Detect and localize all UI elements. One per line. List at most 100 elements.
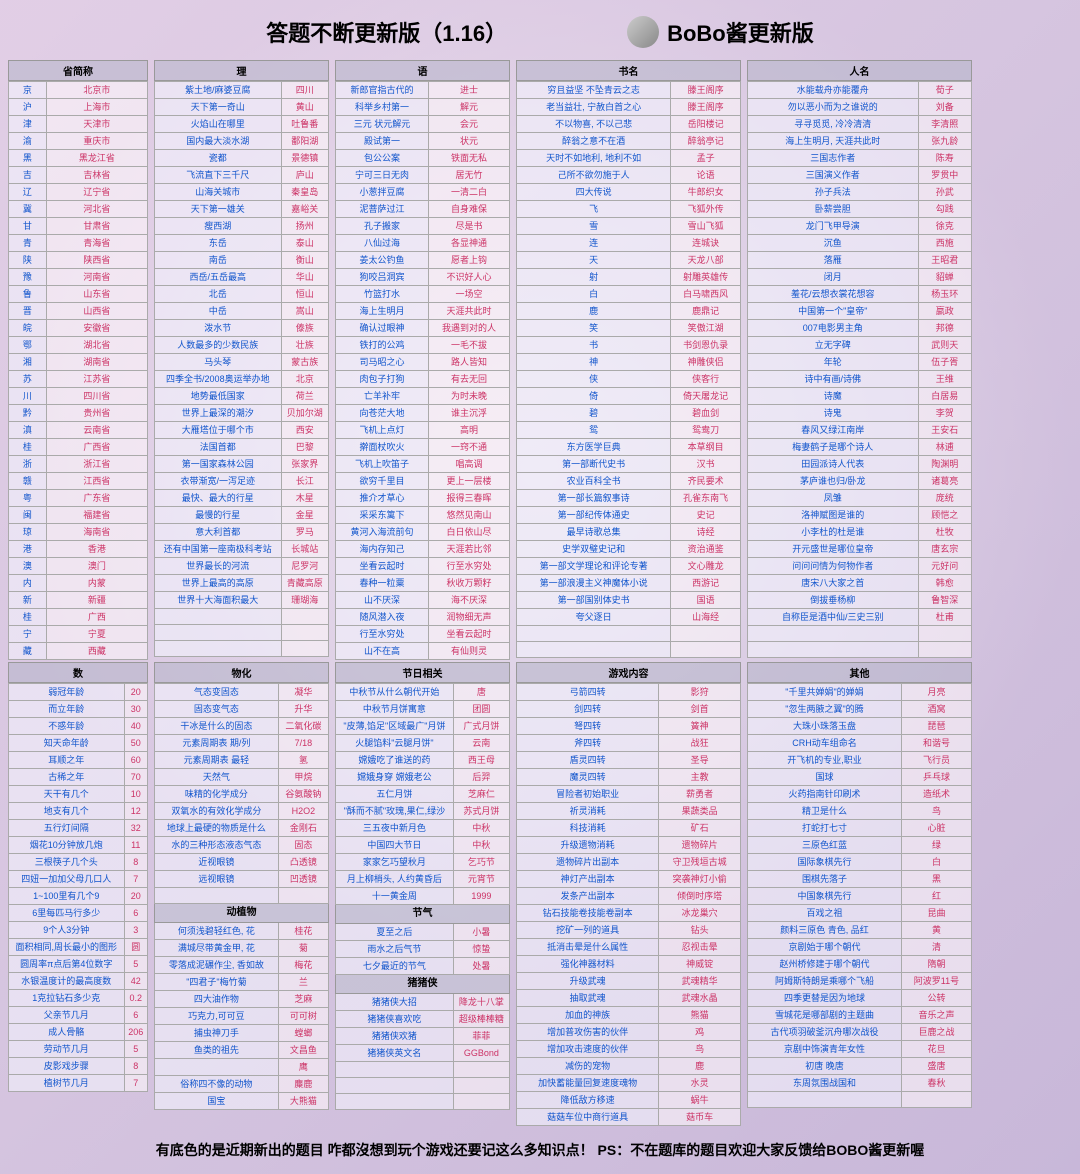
table-row: 铁打的公鸡一毛不拔 bbox=[336, 337, 510, 354]
table-row: 弓箭四转影狩 bbox=[517, 684, 741, 701]
table-row: 古代项羽破釜沉舟哪次战役巨鹿之战 bbox=[748, 1024, 972, 1041]
cell-val: 白日依山尽 bbox=[428, 524, 509, 541]
cell-key: 赣 bbox=[9, 473, 47, 490]
cell-val: 解元 bbox=[428, 99, 509, 116]
table-row: 茅庐谁也归/卧龙诸葛亮 bbox=[748, 473, 972, 490]
cell-key: 盾灵四转 bbox=[517, 752, 659, 769]
table-row: 紫土地/麻婆豆腐四川 bbox=[155, 82, 329, 99]
cell-val: 会元 bbox=[428, 116, 509, 133]
cell-key: 洛神赋图是谁的 bbox=[748, 507, 919, 524]
cell-val: 谁主沉浮 bbox=[428, 405, 509, 422]
table-row bbox=[336, 1078, 510, 1094]
cell-val: 鸟 bbox=[659, 1041, 741, 1058]
cell-key: 司马昭之心 bbox=[336, 354, 429, 371]
cell-val: 20 bbox=[124, 684, 147, 701]
cell-key: 小葱拌豆腐 bbox=[336, 184, 429, 201]
cell-val: 浙江省 bbox=[46, 456, 147, 473]
cell-val: 林逋 bbox=[918, 439, 971, 456]
cell-key: 新 bbox=[9, 592, 47, 609]
cell-key: 澳 bbox=[9, 558, 47, 575]
table-row: 坐看云起时行至水穷处 bbox=[336, 558, 510, 575]
cell-key: 开飞机的专业,职业 bbox=[748, 752, 902, 769]
cell-val: 武魂水晶 bbox=[659, 990, 741, 1007]
table-row: 苏江苏省 bbox=[9, 371, 148, 388]
cell-val: 升华 bbox=[278, 701, 328, 718]
cell-val: 11 bbox=[124, 837, 147, 854]
cell-key: 豫 bbox=[9, 269, 47, 286]
cell-val: 螳螂 bbox=[278, 1025, 328, 1042]
cell-key: 冀 bbox=[9, 201, 47, 218]
cell-key: 皖 bbox=[9, 320, 47, 337]
table-row: 火腿馅料"云腿月饼"云南 bbox=[336, 735, 510, 752]
cell-key: 抵消击晕是什么属性 bbox=[517, 939, 659, 956]
cell-key: 确认过眼神 bbox=[336, 320, 429, 337]
table-row: 向苍茫大地谁主沉浮 bbox=[336, 405, 510, 422]
table-row: 挖矿一列的道具钻头 bbox=[517, 922, 741, 939]
cell-val: 杜牧 bbox=[918, 524, 971, 541]
table-row: 三元 状元解元会元 bbox=[336, 116, 510, 133]
cell-val: 西藏 bbox=[46, 643, 147, 660]
cell-key: 而立年龄 bbox=[9, 701, 125, 718]
table-row bbox=[155, 625, 329, 641]
cell-key bbox=[155, 625, 282, 641]
cell-val: 圆 bbox=[124, 939, 147, 956]
cell-val: 诸葛亮 bbox=[918, 473, 971, 490]
cell-val: 菊 bbox=[278, 940, 328, 957]
cell-key: 孙子兵法 bbox=[748, 184, 919, 201]
cell-val: 黑 bbox=[901, 871, 971, 888]
table-row: 神神雕侠侣 bbox=[517, 354, 741, 371]
section-block: 节日相关中秋节从什么朝代开始唐中秋节月饼寓意团圆"皮薄,馅足"区域最广"月饼广式… bbox=[335, 662, 510, 1126]
table-row: 三根筷子几个头8 bbox=[9, 854, 148, 871]
cell-key: 碧 bbox=[517, 405, 671, 422]
table-row: 沪上海市 bbox=[9, 99, 148, 116]
cell-key bbox=[336, 1078, 454, 1094]
cell-val: 熊猫 bbox=[659, 1007, 741, 1024]
cell-key: 孔子搬家 bbox=[336, 218, 429, 235]
cell-val: 香港 bbox=[46, 541, 147, 558]
avatar-icon bbox=[627, 16, 659, 48]
table-row: 水能载舟亦能覆舟荀子 bbox=[748, 82, 972, 99]
cell-val: 罗贯中 bbox=[918, 167, 971, 184]
cell-key: 成人骨骼 bbox=[9, 1024, 125, 1041]
cell-key: 肉包子打狗 bbox=[336, 371, 429, 388]
table-row: 桂广西 bbox=[9, 609, 148, 626]
table-row: 宁可三日无肉居无竹 bbox=[336, 167, 510, 184]
cell-val: 1999 bbox=[453, 888, 509, 905]
cell-key: 浙 bbox=[9, 456, 47, 473]
table-row: 甘甘肃省 bbox=[9, 218, 148, 235]
cell-val: 8 bbox=[124, 854, 147, 871]
table-row: 白白马啸西风 bbox=[517, 286, 741, 303]
cell-key: 水银温度计的最高度数 bbox=[9, 973, 125, 990]
cell-val: 庐山 bbox=[281, 167, 328, 184]
cell-val: 武则天 bbox=[918, 337, 971, 354]
cell-key: 天 bbox=[517, 252, 671, 269]
cell-val: 为时未晚 bbox=[428, 388, 509, 405]
table-row: 猪猪侠喜欢吃超级棒棒糖 bbox=[336, 1011, 510, 1028]
cell-val: 42 bbox=[124, 973, 147, 990]
table-row: 何须浅碧轻红色, 花桂花 bbox=[155, 923, 329, 940]
cell-key: 元素周期表 最轻 bbox=[155, 752, 279, 769]
cell-key: 减伤的宠物 bbox=[517, 1058, 659, 1075]
cell-key: 勿以恶小而为之谁说的 bbox=[748, 99, 919, 116]
cell-val: 簧神 bbox=[659, 718, 741, 735]
cell-val: 山海经 bbox=[671, 609, 741, 626]
table-row: 抵消击晕是什么属性忍视击晕 bbox=[517, 939, 741, 956]
cell-val bbox=[281, 625, 328, 641]
section-block: 数弱冠年龄20而立年龄30不惑年龄40知天命年龄50耳顺之年60古稀之年70天干… bbox=[8, 662, 148, 1126]
table-row: 东周氛围战国和春秋 bbox=[748, 1075, 972, 1092]
cell-key: 鱼类的祖先 bbox=[155, 1042, 279, 1059]
cell-val bbox=[671, 642, 741, 658]
cell-val bbox=[278, 888, 328, 904]
table-row: 嫦娥吃了谁送的药西王母 bbox=[336, 752, 510, 769]
cell-key: 中国四大节日 bbox=[336, 837, 454, 854]
table-row: 弱冠年龄20 bbox=[9, 684, 148, 701]
cell-val: 中秋 bbox=[453, 837, 509, 854]
table-row: 冀河北省 bbox=[9, 201, 148, 218]
cell-val: 神威锭 bbox=[659, 956, 741, 973]
cell-key: 法国首都 bbox=[155, 439, 282, 456]
cell-key: 强化神器材料 bbox=[517, 956, 659, 973]
cell-key: 山海关城市 bbox=[155, 184, 282, 201]
cell-val: 兰 bbox=[278, 974, 328, 991]
table-row: 俗称四不像的动物麋鹿 bbox=[155, 1076, 329, 1093]
table-row: 猪猪侠英文名GGBond bbox=[336, 1045, 510, 1062]
